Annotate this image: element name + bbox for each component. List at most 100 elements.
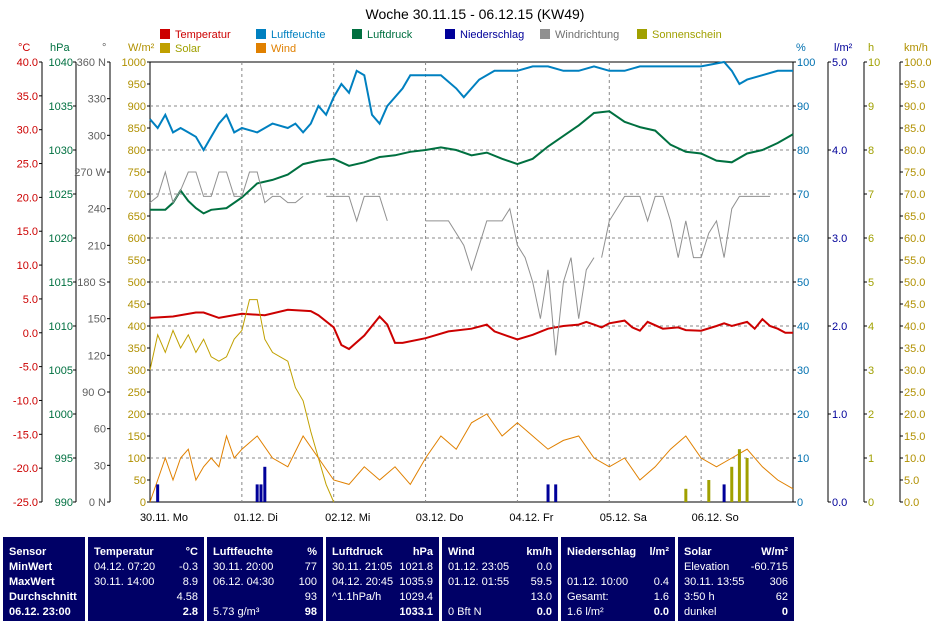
legend-label-3: Niederschlag	[460, 29, 524, 41]
axis-label-pressure-2: 1030	[49, 145, 73, 157]
hum-max-val: 100	[298, 576, 317, 588]
x-axis-labels: 30.11. Mo 01.12. Di 02.12. Mi 03.12. Do 04.1…	[140, 512, 739, 524]
axis-unit-sunshine: h	[868, 42, 874, 54]
axis-label-solar-0: 1000	[122, 57, 146, 69]
sensor-row-avg: Durchschnitt	[9, 591, 77, 603]
wind-min-time: 01.12. 23:05	[448, 561, 510, 573]
bar-0-5	[554, 484, 558, 502]
press-current: 1033.1	[399, 606, 433, 618]
axis-label-solar-20: 0	[140, 497, 146, 509]
hum-abs: 5.73 g/m³	[213, 606, 260, 618]
axis-label-temp-8: 0.0	[23, 328, 38, 340]
axis-label-solar-2: 900	[128, 101, 146, 113]
plot-area	[149, 60, 794, 503]
axis-label-temp-7: 5.0	[23, 294, 38, 306]
axis-label-solar-16: 200	[128, 409, 146, 421]
stats-panel-niederschlag: Niederschlag l/m² 01.12. 10:00 0.4 Gesamt:…	[561, 537, 675, 621]
axis-label-wind-1: 95.0	[904, 79, 925, 91]
axis-unit-wind: km/h	[904, 42, 928, 54]
axis-label-humidity-1: 90	[797, 101, 809, 113]
axis-label-temp-4: 20.0	[17, 192, 38, 204]
axis-label-pressure-8: 1000	[49, 409, 73, 421]
bar-0-4	[546, 484, 550, 502]
axis-label-winddir-11: 30	[94, 460, 106, 472]
press-max-time: 04.12. 20:45	[332, 576, 394, 588]
temp-min-val: -0.3	[179, 561, 198, 573]
axis-label-winddir-9: 90 O	[82, 387, 106, 399]
wind-min-val: 0.0	[536, 561, 552, 573]
legend-label-2: Luftdruck	[367, 29, 413, 41]
axis-label-humidity-3: 70	[797, 189, 809, 201]
press-unit: hPa	[412, 546, 433, 558]
axis-label-sunshine-7: 3	[868, 365, 874, 377]
axis-label-winddir-3: 270 W	[74, 167, 106, 179]
legend-label-0: Temperatur	[175, 29, 231, 41]
axis-label-temp-12: -20.0	[13, 463, 38, 475]
legend-swatch-5	[637, 29, 647, 39]
axis-label-solar-13: 350	[128, 343, 146, 355]
axis-label-solar-3: 850	[128, 123, 146, 135]
axis-label-wind-3: 85.0	[904, 123, 925, 135]
axis-label-solar-7: 650	[128, 211, 146, 223]
bar-1-0	[684, 488, 688, 502]
axis-label-wind-17: 15.0	[904, 431, 925, 443]
legend-label-7: Wind	[271, 43, 296, 55]
chart-title: Woche 30.11.15 - 06.12.15 (KW49)	[366, 6, 585, 22]
bar-0-6	[722, 484, 726, 502]
axis-label-solar-5: 750	[128, 167, 146, 179]
solar-elev-val: -60.715	[750, 561, 788, 573]
series-line-0	[149, 308, 793, 351]
legend-label-1: Luftfeuchte	[271, 29, 325, 41]
solar-elev-label: Elevation	[684, 561, 730, 573]
bar-1-4	[745, 458, 749, 502]
stats-panel-sensor: Sensor MinWert MaxWert Durchschnitt 06.1…	[3, 537, 85, 621]
axis-label-temp-3: 25.0	[17, 159, 38, 171]
solar-max-val: 306	[769, 576, 788, 588]
axis-label-pressure-0: 1040	[49, 57, 73, 69]
hum-header: Luftfeuchte	[213, 546, 273, 558]
axis-label-temp-9: -5.0	[19, 362, 38, 374]
axis-label-humidity-6: 40	[797, 321, 809, 333]
hum-unit: %	[307, 546, 317, 558]
axis-label-sunshine-2: 8	[868, 145, 874, 157]
bar-1-3	[737, 449, 741, 502]
stats-panel-luftfeuchte: Luftfeuchte% 30.11. 20:00 77 06.12. 04:30…	[207, 537, 323, 621]
bar-1-2	[730, 466, 734, 502]
axis-label-winddir-12: 0 N	[89, 497, 106, 509]
legend-label-5: Sonnenschein	[652, 29, 722, 41]
press-min-val: 1021.8	[399, 561, 433, 573]
hum-min-val: 77	[304, 561, 317, 573]
axis-label-solar-6: 700	[128, 189, 146, 201]
axis-label-solar-10: 500	[128, 277, 146, 289]
legend-swatch-7	[256, 43, 266, 53]
axis-label-sunshine-1: 9	[868, 101, 874, 113]
axis-label-wind-11: 45.0	[904, 299, 925, 311]
temp-header: Temperatur	[94, 546, 154, 558]
x-label-6: 06.12. So	[692, 512, 739, 524]
axis-label-wind-15: 25.0	[904, 387, 925, 399]
legend-swatch-4	[540, 29, 550, 39]
sensor-row-min: MinWert	[9, 561, 53, 573]
legend-swatch-0	[160, 29, 170, 39]
axis-label-humidity-9: 10	[797, 453, 809, 465]
axis-label-solar-12: 400	[128, 321, 146, 333]
hum-avg: 93	[304, 591, 317, 603]
axis-label-winddir-5: 210	[88, 240, 106, 252]
sensor-header: Sensor	[9, 546, 47, 558]
hum-current: 98	[304, 606, 317, 618]
series-line-2	[150, 110, 794, 215]
axis-label-rain-0: 5.0	[832, 57, 847, 69]
axis-label-winddir-8: 120	[88, 350, 106, 362]
solar-max-time: 30.11. 13:55	[684, 576, 745, 588]
rain-total-val: 1.6	[653, 591, 669, 603]
temp-unit: °C	[185, 546, 198, 558]
legend-swatch-6	[160, 43, 170, 53]
axis-label-wind-8: 60.0	[904, 233, 925, 245]
axes: 40.035.030.025.020.015.010.05.00.0-5.0-1…	[13, 57, 932, 509]
weather-chart: Woche 30.11.15 - 06.12.15 (KW49) Tempera…	[13, 6, 932, 524]
axis-unit-pressure: hPa	[50, 42, 70, 54]
axis-label-pressure-9: 995	[55, 453, 73, 465]
axis-unit-humidity: %	[796, 42, 806, 54]
series-line-8	[149, 413, 794, 503]
sensor-row-max: MaxWert	[9, 576, 55, 588]
